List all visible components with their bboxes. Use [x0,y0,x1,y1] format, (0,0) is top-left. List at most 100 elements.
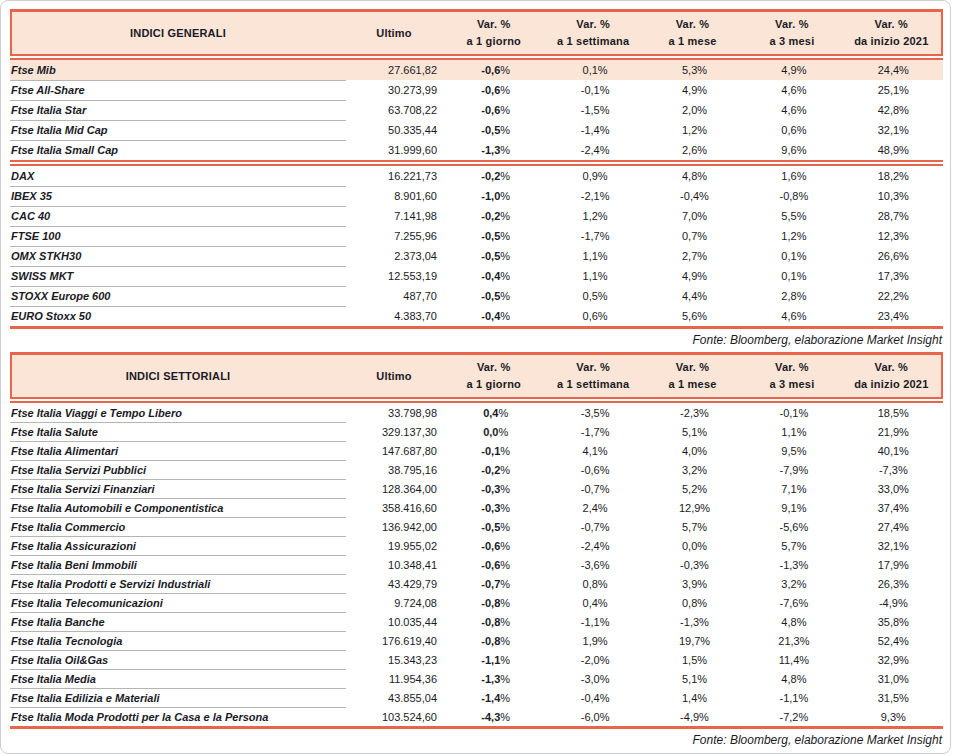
index-name-cell: FTSE 100 [10,230,346,242]
index-name-cell: Ftse Italia Small Cap [10,144,346,156]
var-1-mese-cell: -4,9% [645,711,744,723]
column-header-var-1-settimana: Var. % a 1 settimana [543,362,642,390]
var-1-settimana-cell: 0,8% [545,578,644,590]
var-1-mese-cell: 4,8% [645,170,744,182]
table-row: Ftse Italia Automobili e Componentistica… [10,498,943,517]
var-1-settimana-cell: -1,7% [545,426,644,438]
var-1-mese-cell: 1,5% [645,654,744,666]
var-da-inizio-2021-cell: 26,3% [844,578,943,590]
var-1-settimana-cell: -3,6% [545,559,644,571]
index-name-cell: Ftse All-Share [10,84,346,96]
ultimo-cell: 4.383,70 [346,310,446,322]
var-1-mese-cell: 12,9% [645,502,744,514]
index-name-cell: IBEX 35 [10,190,346,202]
var-1-giorno-cell: -0,8% [446,616,545,628]
table-row: Ftse Italia Edilizia e Materiali43.855,0… [10,688,943,707]
index-name-cell: Ftse Italia Commercio [10,521,346,533]
var-1-giorno-cell: 0,0% [446,426,545,438]
var-1-settimana-cell: -2,4% [545,144,644,156]
index-name-cell: Ftse Italia Servizi Pubblici [10,464,346,476]
period-label: a 1 giorno [466,379,521,390]
column-header-var-da-inizio-2021: Var. % da inizio 2021 [842,19,941,47]
table-row: STOXX Europe 600487,70-0,5%0,5%4,4%2,8%2… [10,286,943,306]
var-da-inizio-2021-cell: -7,3% [844,464,943,476]
var-3-mesi-cell: -1,1% [744,692,843,704]
var-1-mese-cell: 4,9% [645,84,744,96]
table-row: Ftse Mib27.661,82-0,6%0,1%5,3%4,9%24,4% [10,60,943,80]
report-card: INDICI GENERALI Ultimo Var. % a 1 giorno… [0,0,951,754]
column-header-var-3-mesi: Var. % a 3 mesi [742,362,841,390]
period-label: a 3 mesi [769,36,814,47]
index-name-cell: Ftse Italia Banche [10,616,346,628]
var-da-inizio-2021-cell: 26,6% [844,250,943,262]
period-label: a 1 settimana [557,379,629,390]
table-row: EURO Stoxx 504.383,70-0,4%0,6%5,6%4,6%23… [10,306,943,326]
var-1-giorno-cell: -0,2% [446,170,545,182]
table-row: Ftse Italia Alimentari147.687,80-0,1%4,1… [10,441,943,460]
var-1-mese-cell: 5,2% [645,483,744,495]
var-1-mese-cell: 3,2% [645,464,744,476]
var-1-settimana-cell: 1,9% [545,635,644,647]
column-header-var-da-inizio-2021: Var. % da inizio 2021 [842,362,941,390]
ultimo-cell: 43.429,79 [346,578,446,590]
var-da-inizio-2021-cell: 32,1% [844,124,943,136]
index-name-cell: Ftse Italia Viaggi e Tempo Libero [10,407,346,419]
var-3-mesi-cell: -0,1% [744,407,843,419]
var-1-settimana-cell: 1,1% [545,250,644,262]
index-name-cell: EURO Stoxx 50 [10,310,346,322]
var-1-mese-cell: 0,8% [645,597,744,609]
table-row: Ftse Italia Mid Cap50.335,44-0,5%-1,4%1,… [10,120,943,140]
var-3-mesi-cell: 2,8% [744,290,843,302]
var-3-mesi-cell: 4,6% [744,84,843,96]
var-1-mese-cell: -0,3% [645,559,744,571]
var-da-inizio-2021-cell: 10,3% [844,190,943,202]
ultimo-cell: 11.954,36 [346,673,446,685]
var-1-giorno-cell: -1,3% [446,144,545,156]
column-header-var-1-settimana: Var. % a 1 settimana [543,19,642,47]
var-3-mesi-cell: 1,2% [744,230,843,242]
var-1-giorno-cell: -0,6% [446,559,545,571]
index-name-cell: STOXX Europe 600 [10,290,346,302]
var-3-mesi-cell: -7,2% [744,711,843,723]
var-da-inizio-2021-cell: 12,3% [844,230,943,242]
ultimo-cell: 176.619,40 [346,635,446,647]
table-title: INDICI SETTORIALI [12,370,344,382]
var-3-mesi-cell: 3,2% [744,578,843,590]
table-row: Ftse Italia Media11.954,36-1,3%-3,0%5,1%… [10,669,943,688]
table-row: OMX STKH302.373,04-0,5%1,1%2,7%0,1%26,6% [10,246,943,266]
ultimo-cell: 38.795,16 [346,464,446,476]
ultimo-cell: 128.364,00 [346,483,446,495]
var-da-inizio-2021-cell: 31,5% [844,692,943,704]
table-row: Ftse Italia Tecnologia176.619,40-0,8%1,9… [10,631,943,650]
var-1-mese-cell: 5,6% [645,310,744,322]
var-3-mesi-cell: 11,4% [744,654,843,666]
row-group: DAX16.221,73-0,2%0,9%4,8%1,6%18,2%IBEX 3… [10,166,943,326]
var-1-giorno-cell: -1,1% [446,654,545,666]
table-row: Ftse Italia Viaggi e Tempo Libero33.798,… [10,403,943,422]
var-da-inizio-2021-cell: 21,9% [844,426,943,438]
var-3-mesi-cell: -7,9% [744,464,843,476]
var-1-settimana-cell: -0,7% [545,483,644,495]
index-name-cell: Ftse Italia Tecnologia [10,635,346,647]
source-attribution: Fonte: Bloomberg, elaborazione Market In… [10,329,943,350]
var-da-inizio-2021-cell: 42,8% [844,104,943,116]
var-3-mesi-cell: 4,8% [744,616,843,628]
column-header-var-3-mesi: Var. % a 3 mesi [742,19,841,47]
var-label: Var. % [676,19,710,30]
var-1-mese-cell: 5,1% [645,426,744,438]
var-1-settimana-cell: -3,5% [545,407,644,419]
var-da-inizio-2021-cell: 17,9% [844,559,943,571]
var-1-mese-cell: 0,7% [645,230,744,242]
var-1-mese-cell: 2,0% [645,104,744,116]
var-1-settimana-cell: -1,4% [545,124,644,136]
var-1-settimana-cell: 0,1% [545,64,644,76]
ultimo-cell: 7.255,96 [346,230,446,242]
var-label: Var. % [775,19,809,30]
var-1-mese-cell: 5,7% [645,521,744,533]
var-da-inizio-2021-cell: 27,4% [844,521,943,533]
var-3-mesi-cell: 9,6% [744,144,843,156]
table-row: Ftse Italia Beni Immobili10.348,41-0,6%-… [10,555,943,574]
var-1-giorno-cell: -0,2% [446,210,545,222]
ultimo-cell: 10.348,41 [346,559,446,571]
var-3-mesi-cell: 21,3% [744,635,843,647]
